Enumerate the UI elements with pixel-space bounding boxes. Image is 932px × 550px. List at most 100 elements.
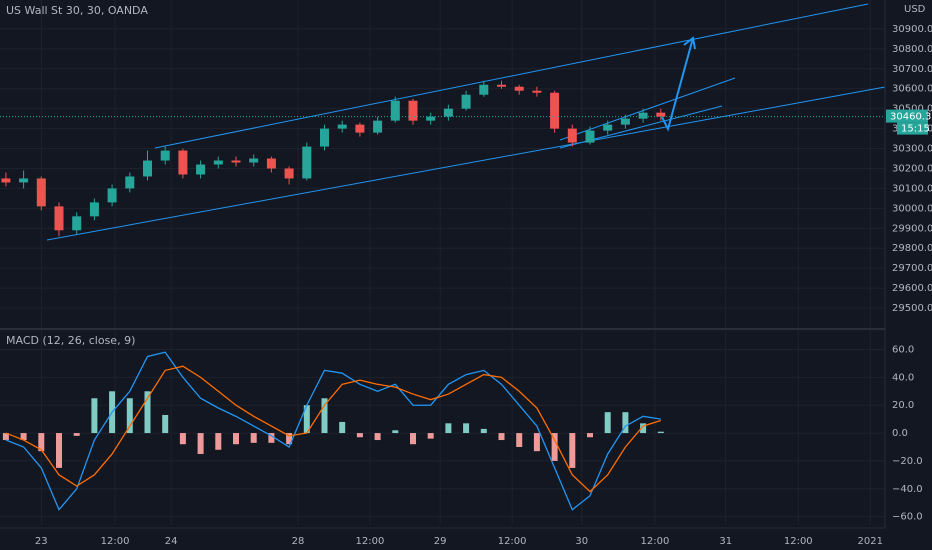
y-tick-label: 29500.0: [892, 303, 932, 314]
last-price-box: [886, 109, 928, 123]
histogram-bar: [516, 433, 523, 447]
candle-body: [196, 164, 206, 175]
candle-body: [443, 108, 453, 117]
histogram-bar: [657, 431, 664, 434]
candle-body: [266, 158, 276, 169]
histogram-bar: [392, 430, 399, 434]
y-tick-label: −40.0: [892, 484, 923, 495]
candle-body: [178, 150, 188, 175]
x-tick-label: 30: [575, 536, 588, 547]
projection-arrow: [661, 37, 694, 132]
candle-body: [89, 202, 99, 217]
histogram-bar: [445, 423, 452, 434]
y-tick-label: −20.0: [892, 456, 923, 467]
histogram-bar: [533, 433, 540, 452]
histogram-bar: [498, 433, 505, 441]
chart-title: US Wall St 30, 30, OANDA: [6, 4, 148, 17]
candle-body: [231, 160, 241, 163]
histogram-bar: [38, 433, 45, 452]
histogram-bar: [250, 433, 257, 443]
histogram-bar: [126, 398, 133, 434]
candle-body: [426, 116, 436, 121]
marks: [0, 80, 885, 511]
histogram-bar: [2, 433, 9, 441]
x-tick-label: 12:00: [498, 536, 527, 547]
y-tick-label: 29800.0: [892, 243, 932, 254]
candle-body: [390, 100, 400, 121]
y-tick-label: 30500.0: [892, 104, 932, 115]
y-tick-label: 30700.0: [892, 64, 932, 75]
indicator-line: [5, 365, 661, 493]
grid: [0, 0, 885, 525]
candle-body: [656, 112, 666, 117]
candle-body: [72, 216, 82, 231]
y-tick-label: 20.0: [892, 400, 914, 411]
candle-body: [1, 178, 11, 183]
y-tick-label: 30000.0: [892, 203, 932, 214]
candle-body: [284, 168, 294, 179]
candle-body: [514, 86, 524, 91]
labels: 23 12:00 24 28 12:00 29 12:00 30 12:00 31 12:00 202…: [35, 24, 932, 547]
candle-body: [213, 160, 223, 165]
histogram-bar: [551, 433, 558, 461]
x-tick-label: 12:00: [101, 536, 130, 547]
y-tick-label: 40.0: [892, 372, 914, 383]
candle-body: [337, 124, 347, 129]
candle-body: [373, 120, 383, 133]
x-tick-label: 28: [292, 536, 305, 547]
candle-body: [107, 188, 117, 203]
candle-body: [585, 130, 595, 143]
candle-body: [355, 124, 365, 133]
x-tick-label: 24: [165, 536, 178, 547]
histogram-bar: [339, 421, 346, 434]
y-tick-label: 30900.0: [892, 24, 932, 35]
histogram-bar: [356, 433, 363, 438]
candle-body: [160, 150, 170, 161]
x-tick-label: 12:00: [784, 536, 813, 547]
histogram-bar: [20, 433, 27, 441]
x-tick-label: 12:00: [356, 536, 385, 547]
histogram-bar: [463, 423, 470, 434]
histogram-bar: [286, 433, 293, 445]
candle-body: [497, 84, 506, 87]
histogram-bar: [640, 423, 647, 434]
candle-body: [550, 92, 560, 129]
histogram-bar: [162, 414, 169, 434]
histogram-bar: [480, 428, 487, 434]
y-tick-label: 30100.0: [892, 183, 932, 194]
last-price-label: 30460.3: [890, 112, 931, 123]
y-tick-label: 30800.0: [892, 44, 932, 55]
currency: USD: [904, 4, 926, 15]
channel-upper: [154, 3, 869, 149]
histogram-bar: [73, 433, 80, 436]
channel-lower: [46, 86, 886, 241]
y-tick-label: 30600.0: [892, 84, 932, 95]
x-tick-label: 29: [434, 536, 447, 547]
x-tick-label: 23: [35, 536, 48, 547]
histogram-bar: [303, 405, 310, 434]
indicator-line: [5, 351, 661, 511]
candle-body: [54, 206, 64, 231]
candle-body: [249, 158, 259, 163]
countdown-label: 15:15: [901, 124, 930, 135]
candle-body: [479, 84, 489, 95]
histogram-bar: [233, 433, 239, 445]
x-tick-label: 31: [719, 536, 732, 547]
candle-body: [567, 128, 577, 143]
candle-body: [36, 178, 46, 207]
histogram-bar: [268, 433, 275, 443]
histogram-bar: [144, 391, 151, 434]
histogram-bar: [622, 412, 629, 434]
candle-body: [408, 100, 418, 121]
y-tick-label: 29600.0: [892, 283, 932, 294]
candle-body: [302, 146, 312, 179]
y-tick-label: 0.0: [892, 428, 908, 439]
y-tick-label: 30200.0: [892, 163, 932, 174]
histogram-bar: [604, 412, 611, 434]
y-tick-label: 30300.0: [892, 144, 932, 155]
candle-body: [125, 176, 135, 189]
y-tick-label: −60.0: [892, 512, 923, 523]
